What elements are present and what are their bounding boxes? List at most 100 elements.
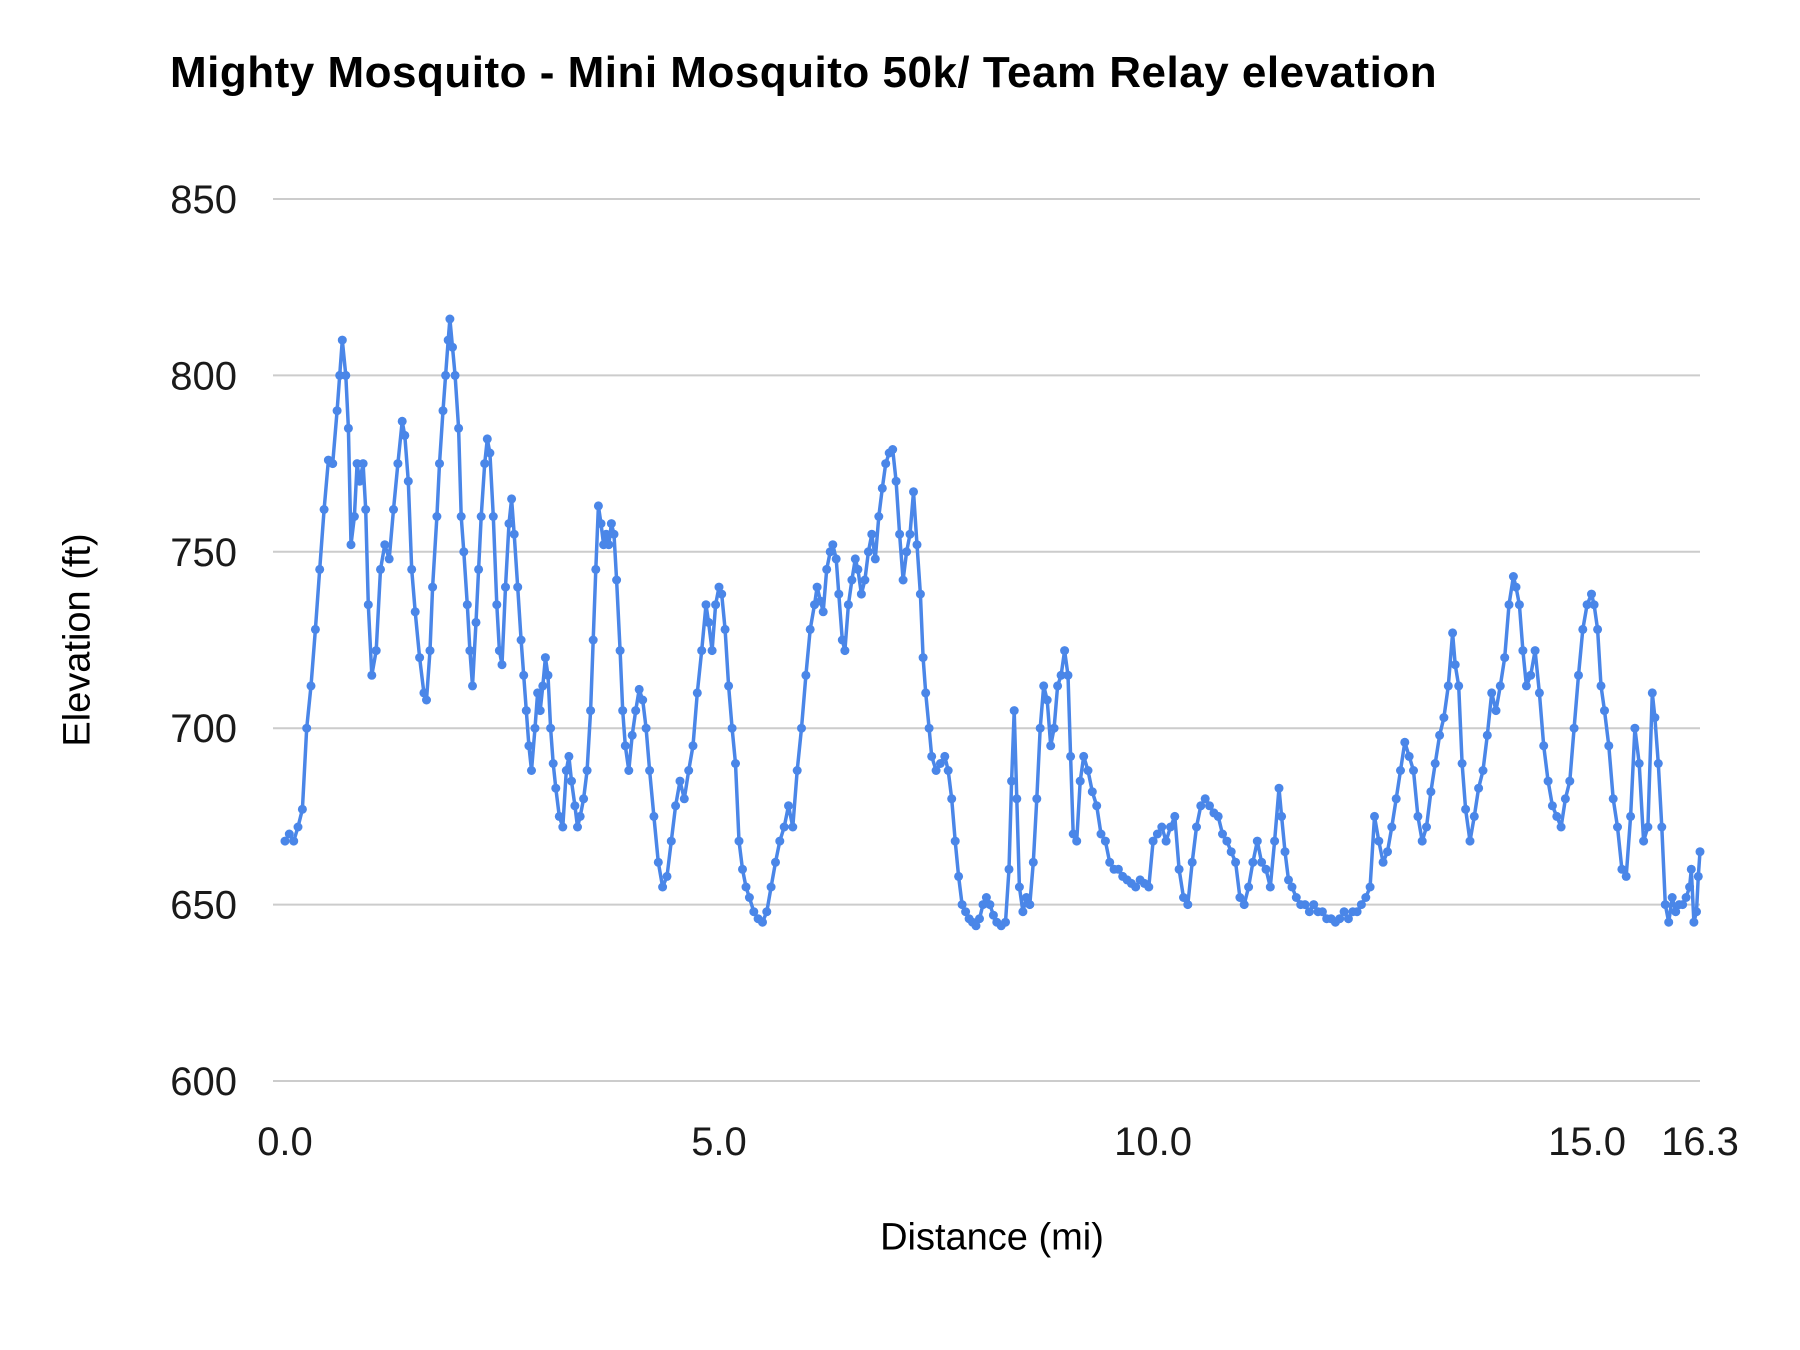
- data-point: [1495, 681, 1505, 691]
- data-point: [575, 811, 585, 821]
- data-point: [415, 653, 425, 663]
- data-point: [1021, 893, 1031, 902]
- data-point: [624, 766, 634, 775]
- data-point: [1565, 776, 1575, 786]
- data-point: [1552, 811, 1562, 821]
- data-point: [1457, 759, 1467, 768]
- data-point: [762, 907, 772, 917]
- data-point: [582, 766, 592, 775]
- data-point: [1617, 864, 1627, 874]
- data-point: [1593, 624, 1603, 634]
- data-point: [1604, 741, 1614, 751]
- data-point: [485, 448, 495, 458]
- data-point: [801, 670, 811, 680]
- data-point: [588, 635, 598, 645]
- data-point: [792, 766, 802, 775]
- data-point: [543, 670, 553, 680]
- data-point: [1454, 681, 1464, 691]
- data-point: [284, 829, 294, 839]
- data-point: [435, 459, 444, 469]
- data-point: [293, 822, 303, 832]
- data-point: [717, 589, 727, 599]
- data-point: [912, 540, 922, 550]
- data-point: [609, 529, 619, 539]
- data-point: [337, 335, 347, 345]
- data-point: [867, 529, 877, 539]
- data-point: [927, 751, 937, 761]
- x-tick-label: 15.0: [1548, 1120, 1626, 1164]
- data-point: [1681, 893, 1691, 902]
- data-point: [367, 670, 377, 680]
- x-tick-label: 10.0: [1114, 1120, 1192, 1164]
- data-point: [1231, 857, 1241, 867]
- data-point: [1187, 857, 1197, 867]
- data-point: [593, 501, 603, 511]
- data-point: [328, 459, 338, 469]
- data-point: [1508, 572, 1518, 581]
- data-point: [931, 766, 941, 775]
- data-point: [540, 653, 550, 663]
- data-point: [1014, 882, 1024, 892]
- data-point: [1396, 766, 1405, 775]
- data-point: [620, 741, 630, 751]
- data-point: [1587, 589, 1596, 599]
- data-point: [684, 766, 694, 775]
- data-point: [1192, 822, 1201, 832]
- x-tick-label: 5.0: [691, 1120, 747, 1164]
- data-point: [521, 706, 531, 716]
- data-point: [837, 635, 847, 645]
- data-point: [456, 512, 466, 521]
- data-point: [1589, 600, 1599, 610]
- data-point: [497, 660, 507, 670]
- data-point: [1152, 829, 1162, 839]
- data-point: [1500, 653, 1510, 663]
- data-point: [950, 836, 960, 846]
- data-point: [961, 907, 971, 917]
- data-point: [1287, 882, 1297, 892]
- data-point: [1009, 706, 1019, 716]
- data-point: [567, 776, 576, 786]
- data-point: [671, 801, 681, 811]
- data-point: [1200, 794, 1210, 804]
- data-point: [734, 836, 744, 846]
- data-point: [280, 836, 290, 846]
- y-tick-label: 750: [170, 531, 237, 575]
- data-point: [376, 564, 385, 574]
- data-point: [1657, 822, 1667, 832]
- data-point: [1556, 822, 1566, 832]
- data-point: [1578, 624, 1588, 634]
- data-point: [432, 512, 442, 521]
- data-point: [1370, 811, 1379, 821]
- data-point: [1613, 822, 1622, 832]
- y-tick-label: 650: [170, 884, 237, 928]
- data-point: [289, 836, 299, 846]
- data-point: [425, 646, 435, 656]
- data-point: [363, 600, 373, 610]
- data-point: [1361, 893, 1371, 902]
- data-point: [393, 459, 403, 469]
- data-point: [1511, 582, 1521, 592]
- data-point: [1166, 822, 1175, 832]
- data-point: [533, 688, 543, 698]
- data-point: [1582, 600, 1592, 610]
- data-point: [1391, 794, 1401, 804]
- data-point: [1491, 706, 1501, 716]
- data-point: [332, 406, 342, 416]
- data-point: [856, 589, 866, 599]
- data-point: [1079, 751, 1089, 761]
- data-point: [1046, 741, 1056, 751]
- data-point: [1685, 882, 1695, 892]
- data-point: [758, 917, 767, 927]
- data-point: [591, 564, 601, 574]
- y-tick-label: 600: [170, 1060, 237, 1104]
- data-point: [692, 688, 702, 698]
- data-point: [834, 589, 844, 599]
- data-point: [1001, 917, 1010, 927]
- data-point: [666, 836, 676, 846]
- data-point: [775, 836, 785, 846]
- data-point: [784, 801, 793, 811]
- data-point: [1049, 723, 1059, 733]
- data-point: [419, 688, 429, 698]
- data-point: [1461, 804, 1471, 814]
- data-point: [615, 646, 625, 656]
